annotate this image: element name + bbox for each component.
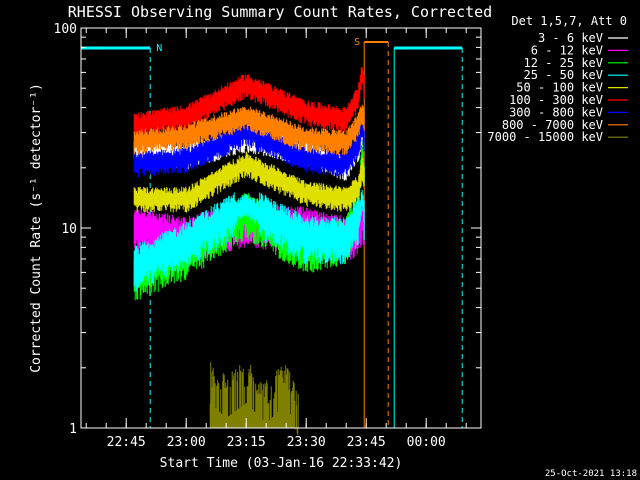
series-line (133, 104, 365, 156)
footer-timestamp: 25-Oct-2021 13:18 (545, 469, 637, 479)
legend-label: 6 - 12 keV (531, 43, 603, 57)
legend-label: 3 - 6 keV (538, 31, 603, 45)
series-line (133, 67, 365, 137)
chart-title: RHESSI Observing Summary Count Rates, Co… (68, 3, 492, 21)
night-label: N (156, 43, 162, 54)
y-tick-label: 1 (69, 422, 77, 437)
x-tick-label: 00:00 (407, 435, 446, 450)
legend-label: 25 - 50 keV (524, 68, 603, 82)
x-tick-label: 22:45 (107, 435, 146, 450)
saa-label: S (354, 37, 360, 48)
x-axis-label: Start Time (03-Jan-16 22:33:42) (160, 456, 403, 471)
legend-label: 50 - 100 keV (516, 81, 603, 95)
series-line (133, 151, 365, 213)
legend-label: 300 - 800 keV (509, 105, 603, 119)
x-tick-label: 23:15 (227, 435, 266, 450)
legend-label: 100 - 300 keV (509, 93, 603, 107)
series-line (209, 362, 299, 435)
series-group (133, 67, 365, 435)
legend-title: Det 1,5,7, Att 0 (511, 14, 627, 28)
legend-label: 800 - 7000 keV (502, 118, 603, 132)
x-tick-label: 23:30 (287, 435, 326, 450)
series-line (133, 189, 365, 292)
y-tick-label: 10 (61, 222, 77, 237)
x-tick-label: 23:00 (167, 435, 206, 450)
legend-label: 7000 - 15000 keV (487, 130, 603, 144)
y-axis-label: Corrected Count Rate (s⁻¹ detector⁻¹) (29, 83, 44, 373)
axes: 1 10 100 22:45 23:00 23:15 23:30 23:45 00:00 (54, 22, 481, 450)
series-line (133, 117, 365, 178)
y-tick-label: 100 (54, 22, 77, 37)
x-tick-label: 23:45 (347, 435, 386, 450)
legend-label: 12 - 25 keV (524, 56, 603, 70)
